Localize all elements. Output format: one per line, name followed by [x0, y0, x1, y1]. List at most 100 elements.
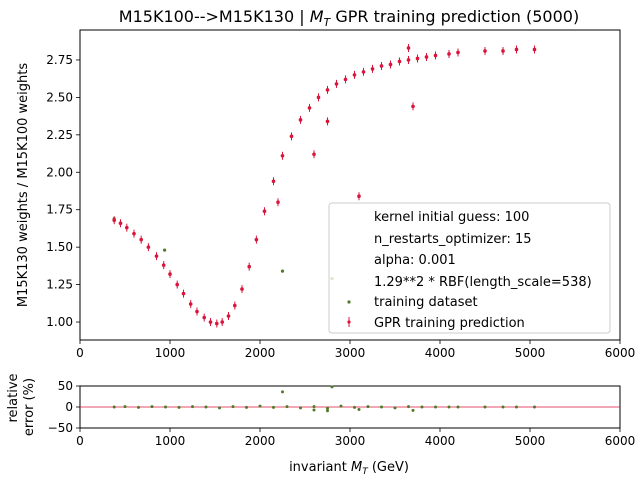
residual-point: [447, 405, 451, 409]
prediction-point: [125, 225, 129, 230]
prediction-point: [161, 263, 166, 267]
legend-training-dataset: training dataset: [374, 295, 478, 310]
x-tick-label: 3000: [335, 346, 366, 360]
prediction-point: [175, 282, 179, 287]
prediction-point: [188, 302, 193, 306]
legend-restarts: n_restarts_optimizer: 15: [374, 232, 532, 247]
prediction-point: [406, 58, 411, 62]
prediction-point: [411, 104, 415, 109]
residual-x-ticks: 0 1000 2000 3000 4000 5000 6000: [76, 428, 635, 448]
prediction-point: [118, 221, 123, 225]
residual-y-label-line2: error (%): [22, 378, 37, 436]
main-plot: 0 1000 2000 3000 4000 5000 6000 1.001.251.501.…: [16, 29, 636, 360]
prediction-point: [262, 209, 267, 214]
residual-point: [191, 405, 194, 409]
residual-point: [150, 405, 154, 409]
residual-point: [299, 406, 302, 410]
residual-point: [245, 405, 248, 409]
residual-x-tick-label: 6000: [605, 434, 636, 448]
residual-point: [407, 405, 410, 409]
residual-point: [411, 408, 415, 412]
residual-point: [483, 405, 487, 409]
residual-point: [312, 408, 316, 412]
prediction-point: [325, 88, 330, 92]
residual-data-points: [112, 385, 536, 413]
x-tick-label: 6000: [605, 346, 636, 360]
residual-point: [357, 408, 361, 412]
residual-point: [326, 406, 329, 410]
residual-point: [515, 405, 518, 409]
residual-y-tick-label: 50: [58, 379, 73, 393]
residual-point: [393, 406, 397, 410]
residual-y-tick-label: −50: [48, 421, 73, 435]
prediction-point: [501, 49, 505, 53]
prediction-point: [307, 106, 312, 110]
prediction-point: [154, 254, 159, 258]
residual-point: [177, 405, 181, 409]
legend: kernel initial guess: 100 n_restarts_opt…: [328, 202, 611, 334]
residual-point: [123, 405, 127, 409]
y-tick-label: 1.50: [46, 240, 73, 254]
y-tick-label: 2.75: [46, 53, 73, 67]
prediction-point: [361, 70, 366, 74]
residual-point: [258, 404, 262, 408]
residual-y-tick-label: 0: [65, 400, 73, 414]
prediction-point: [532, 47, 537, 52]
residual-point: [285, 405, 289, 409]
y-tick-label: 1.25: [46, 278, 73, 292]
legend-frame: [328, 202, 611, 334]
training-point: [163, 248, 167, 252]
x-tick-label: 4000: [425, 346, 456, 360]
main-data-points: [112, 43, 537, 328]
main-y-ticks: 1.00 1.25 1.50 1.75 2.00 2.25 2.50 2.75: [46, 53, 80, 329]
prediction-point: [215, 321, 219, 326]
residual-x-tick-label: 1000: [155, 434, 186, 448]
training-point: [280, 269, 285, 273]
residual-y-label-line1: relative: [6, 373, 21, 422]
prediction-point: [276, 200, 280, 205]
prediction-point: [254, 237, 259, 242]
prediction-point: [415, 56, 420, 61]
prediction-point: [334, 82, 339, 86]
residual-point: [231, 405, 235, 409]
residual-point: [326, 409, 329, 413]
legend-training-marker: [347, 300, 351, 304]
prediction-point: [379, 64, 384, 68]
y-tick-label: 1.75: [46, 203, 73, 217]
prediction-point: [406, 46, 411, 50]
residual-x-tick-label: 0: [76, 434, 84, 448]
legend-gpr-prediction: GPR training prediction: [374, 316, 525, 331]
prediction-point: [220, 320, 224, 324]
prediction-point: [271, 179, 276, 184]
residual-point: [420, 405, 424, 409]
y-tick-label: 2.50: [46, 90, 73, 104]
prediction-point: [202, 315, 206, 320]
prediction-point: [181, 291, 186, 296]
residual-point: [218, 406, 221, 410]
x-tick-label: 1000: [155, 346, 186, 360]
prediction-point: [357, 194, 361, 199]
residual-point: [312, 405, 316, 409]
prediction-point: [226, 314, 231, 318]
prediction-point: [195, 309, 199, 314]
prediction-point: [388, 62, 393, 67]
residual-point: [164, 405, 167, 409]
prediction-point: [397, 59, 402, 64]
prediction-point: [514, 47, 519, 52]
prediction-point: [298, 118, 303, 122]
prediction-point: [247, 264, 251, 269]
y-tick-label: 2.00: [46, 165, 73, 179]
prediction-point: [343, 77, 348, 82]
prediction-point: [433, 53, 438, 58]
x-tick-label: 0: [76, 346, 84, 360]
y-tick-label: 1.00: [46, 315, 73, 329]
prediction-point: [316, 95, 321, 100]
y-tick-label: 2.25: [46, 128, 73, 142]
residual-x-tick-label: 5000: [515, 434, 546, 448]
legend-kernel-guess: kernel initial guess: 100: [374, 210, 529, 225]
residual-point: [366, 405, 370, 409]
prediction-point: [146, 245, 151, 249]
prediction-point: [139, 237, 143, 242]
residual-point: [501, 405, 505, 409]
residual-point: [137, 405, 140, 409]
